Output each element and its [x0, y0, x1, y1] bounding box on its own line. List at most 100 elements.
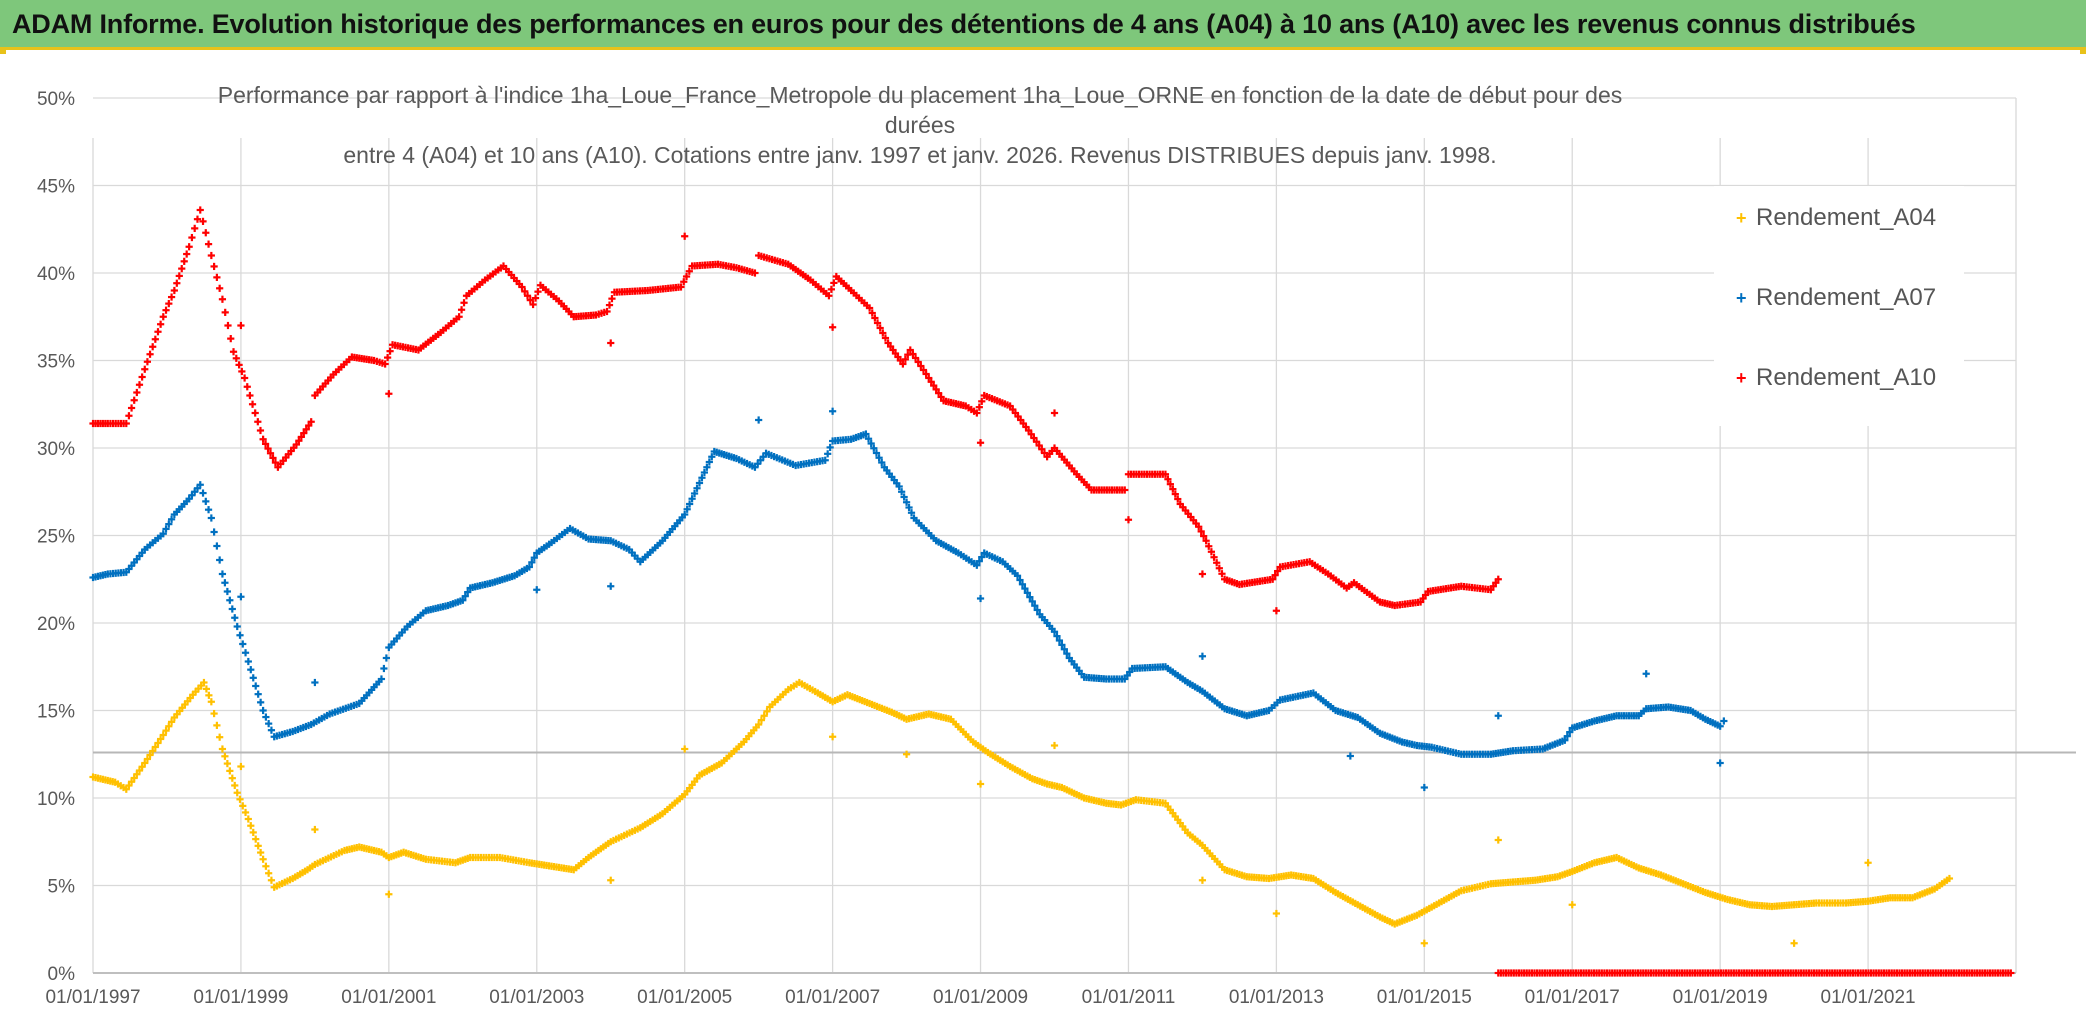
- data-point: [228, 605, 236, 613]
- data-point: [1013, 572, 1022, 580]
- data-point: [302, 425, 310, 433]
- data-point: [1063, 650, 1071, 658]
- y-tick-label: 50%: [37, 89, 75, 110]
- data-point: [681, 510, 689, 519]
- series-rendement_a10: [89, 206, 2015, 977]
- y-tick-label: 20%: [37, 614, 75, 635]
- data-point: [239, 802, 247, 810]
- data-point: [243, 383, 251, 391]
- data-point: [226, 596, 234, 604]
- data-point: [241, 808, 250, 817]
- x-tick-label: 01/01/2007: [785, 987, 880, 1008]
- data-point: [183, 250, 191, 258]
- data-point: [526, 296, 534, 304]
- data-point: [384, 353, 392, 362]
- data-point: [188, 233, 196, 242]
- data-point: [135, 381, 144, 389]
- y-tick-label: 0%: [48, 964, 76, 985]
- outlier-point: [1420, 783, 1428, 792]
- y-tick-label: 35%: [37, 352, 75, 373]
- data-point: [1563, 732, 1571, 740]
- data-point: [898, 488, 906, 496]
- data-point: [259, 706, 267, 715]
- data-point: [824, 450, 832, 458]
- outlier-point: [1420, 939, 1428, 947]
- data-point: [521, 287, 529, 295]
- data-point: [143, 755, 152, 763]
- data-point: [459, 596, 467, 604]
- data-point: [677, 283, 685, 291]
- data-point: [254, 842, 262, 850]
- data-point: [534, 288, 542, 296]
- data-point: [196, 206, 204, 214]
- data-point: [1716, 722, 1724, 730]
- outlier-point: [311, 678, 319, 687]
- data-point: [244, 657, 252, 666]
- data-point: [218, 745, 227, 753]
- data-point: [248, 400, 257, 408]
- data-point: [267, 726, 276, 734]
- data-point: [257, 848, 265, 857]
- data-point: [978, 553, 986, 561]
- outlier-point: [829, 407, 837, 415]
- data-point: [122, 419, 130, 428]
- data-point: [693, 484, 701, 492]
- data-point: [238, 367, 246, 376]
- data-point: [162, 306, 170, 314]
- data-point: [149, 343, 157, 351]
- data-point: [523, 292, 532, 300]
- data-point: [157, 320, 165, 328]
- outlier-point: [681, 745, 689, 753]
- data-point: [216, 556, 224, 564]
- data-point: [826, 443, 834, 452]
- outlier-point: [607, 876, 615, 884]
- data-point: [683, 505, 691, 513]
- x-tick-label: 01/01/2013: [1229, 987, 1324, 1008]
- data-point: [143, 358, 152, 366]
- data-point: [175, 272, 183, 280]
- data-point: [688, 495, 696, 503]
- data-point: [257, 698, 265, 706]
- data-point: [165, 722, 173, 730]
- data-point: [127, 404, 136, 412]
- data-point: [605, 301, 614, 309]
- outlier-point: [976, 780, 985, 788]
- data-point: [122, 785, 130, 793]
- data-point: [229, 348, 238, 356]
- outlier-point: [237, 593, 245, 601]
- outlier-point: [976, 594, 985, 603]
- outlier-point: [533, 586, 541, 594]
- data-point: [461, 592, 469, 600]
- data-point: [1720, 717, 1728, 725]
- outlier-point: [1494, 836, 1502, 844]
- data-point: [204, 240, 213, 248]
- data-point: [138, 373, 146, 381]
- data-point: [249, 674, 257, 682]
- data-point: [531, 294, 540, 302]
- data-point: [1058, 641, 1066, 649]
- data-point: [867, 439, 875, 448]
- data-point: [221, 752, 229, 760]
- outlier-point: [1494, 712, 1502, 720]
- data-point: [233, 622, 241, 631]
- data-point: [216, 733, 224, 741]
- data-point: [705, 458, 713, 466]
- data-point: [1060, 645, 1068, 653]
- data-point: [159, 731, 167, 739]
- data-point: [233, 789, 241, 797]
- data-point: [218, 295, 227, 303]
- data-point: [227, 335, 235, 343]
- outlier-point: [1198, 876, 1207, 884]
- data-point: [698, 474, 706, 482]
- data-point: [133, 388, 141, 397]
- data-point: [680, 278, 688, 286]
- data-point: [386, 347, 394, 355]
- data-point: [252, 682, 260, 690]
- data-point: [130, 774, 138, 782]
- data-point: [686, 500, 694, 508]
- data-point: [1026, 593, 1034, 601]
- data-point: [973, 561, 981, 569]
- data-point: [130, 396, 138, 404]
- outlier-point: [902, 750, 911, 758]
- data-point: [529, 300, 537, 309]
